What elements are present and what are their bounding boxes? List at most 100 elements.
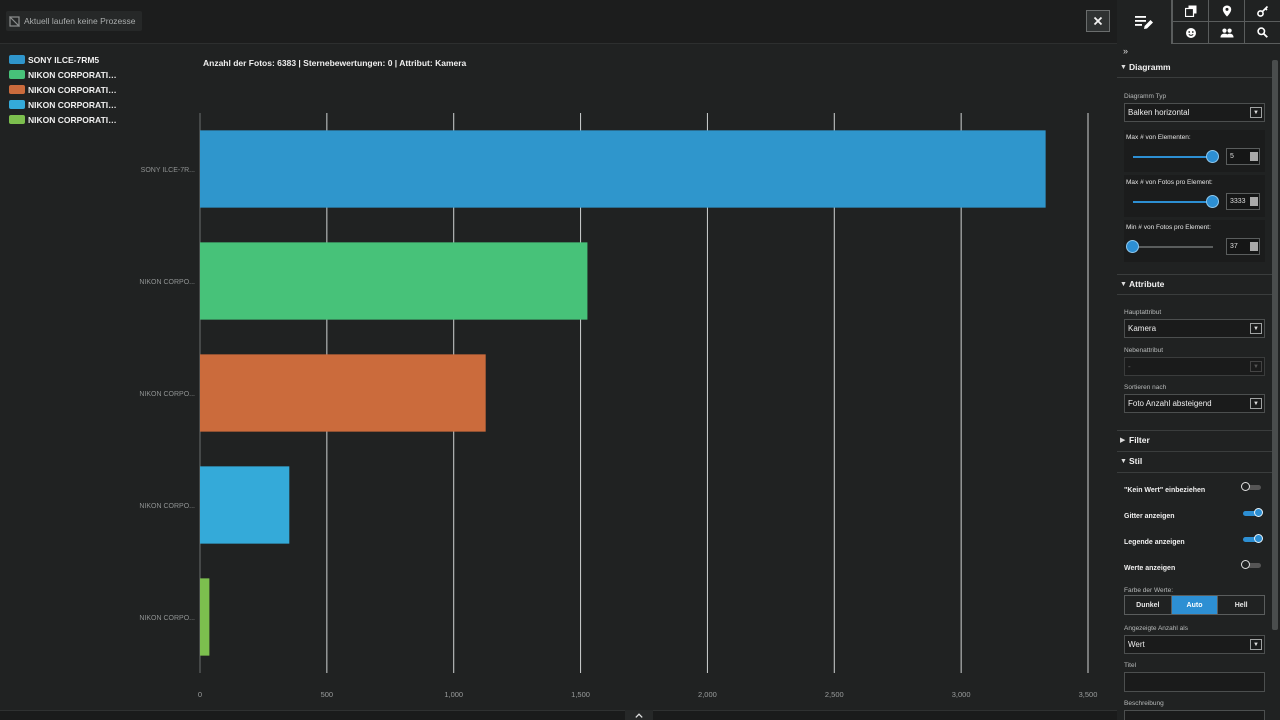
max-elements-slider-track[interactable] xyxy=(1133,150,1219,163)
section-title: Filter xyxy=(1129,435,1150,445)
section-attribute[interactable]: ▼ Attribute xyxy=(1117,274,1272,294)
secondary-attribute-select[interactable]: - ▼ xyxy=(1124,357,1265,376)
legend-item[interactable]: SONY ILCE-7RM5 xyxy=(9,52,139,67)
show-legend-toggle[interactable] xyxy=(1243,534,1263,543)
slider-fill xyxy=(1133,201,1213,203)
section-title: Stil xyxy=(1129,456,1143,466)
close-button[interactable] xyxy=(1086,10,1110,32)
title-input[interactable] xyxy=(1124,672,1265,692)
y-category-label: NIKON CORPO... xyxy=(139,279,195,286)
key-icon xyxy=(1256,5,1268,17)
sort-select[interactable]: Foto Anzahl absteigend ▼ xyxy=(1124,394,1265,413)
slider-fill xyxy=(1133,156,1213,158)
toolbar-button-search[interactable] xyxy=(1244,22,1280,44)
main-attribute-select[interactable]: Kamera ▼ xyxy=(1124,319,1265,338)
bar[interactable] xyxy=(200,354,486,432)
sort-value: Foto Anzahl absteigend xyxy=(1128,399,1212,408)
include-no-value-toggle[interactable] xyxy=(1241,482,1261,491)
max-elements-label: Max # von Elementen: xyxy=(1126,134,1191,141)
toolbar-button-people[interactable] xyxy=(1208,22,1244,44)
chart-type-value: Balken horizontal xyxy=(1128,108,1190,117)
spinner-icon[interactable] xyxy=(1250,242,1258,251)
max-elements-input[interactable]: 5 xyxy=(1226,148,1260,165)
toggle-knob xyxy=(1241,482,1250,491)
chevron-up-icon xyxy=(635,712,643,718)
main-attribute-label: Hauptattribut xyxy=(1124,309,1162,316)
search-icon xyxy=(1257,27,1268,38)
divider xyxy=(1117,274,1272,275)
x-tick-label: 0 xyxy=(198,690,202,699)
max-photos-slider-track[interactable] xyxy=(1133,195,1219,208)
max-photos-input[interactable]: 3333 xyxy=(1226,193,1260,210)
chart-type-select[interactable]: Balken horizontal ▼ xyxy=(1124,103,1265,122)
toggle-knob xyxy=(1241,560,1250,569)
x-tick-label: 3,000 xyxy=(952,690,971,699)
divider xyxy=(1117,430,1272,431)
count-as-label: Angezeigte Anzahl als xyxy=(1124,625,1188,632)
double-chevron-right-icon[interactable]: » xyxy=(1123,46,1129,56)
count-as-select[interactable]: Wert ▼ xyxy=(1124,635,1265,654)
panel-scrollbar[interactable] xyxy=(1272,60,1278,630)
dropdown-arrow-icon: ▼ xyxy=(1250,398,1262,409)
divider xyxy=(1117,294,1272,295)
min-photos-slider-track[interactable] xyxy=(1126,240,1213,253)
value-color-option[interactable]: Dunkel xyxy=(1125,596,1172,614)
close-icon xyxy=(1093,16,1103,26)
slider-knob[interactable] xyxy=(1206,150,1219,163)
spinner-icon[interactable] xyxy=(1250,152,1258,161)
bar[interactable] xyxy=(200,130,1046,208)
toolbar-button-location[interactable] xyxy=(1208,0,1244,22)
toolbar-button-key[interactable] xyxy=(1244,0,1280,22)
y-category-label: NIKON CORPO... xyxy=(139,391,195,398)
count-as-value: Wert xyxy=(1128,640,1145,649)
show-values-toggle[interactable] xyxy=(1241,560,1261,569)
y-category-label: NIKON CORPO... xyxy=(139,615,195,622)
bar-chart: 0 500 1,000 1,500 2,000 2,500 3,000 3,500 SONY I… xyxy=(139,113,1098,699)
edit-panel-button[interactable] xyxy=(1117,0,1172,44)
slider-knob[interactable] xyxy=(1126,240,1139,253)
divider xyxy=(1117,451,1272,452)
y-category-label: SONY ILCE-7R... xyxy=(141,167,195,174)
input-value: 3333 xyxy=(1230,198,1246,205)
legend-item[interactable]: NIKON CORPORATION... xyxy=(9,97,139,112)
max-elements-control: Max # von Elementen: 5 xyxy=(1124,130,1265,172)
y-category-label: NIKON CORPO... xyxy=(139,503,195,510)
legend-item[interactable]: NIKON CORPORATION... xyxy=(9,82,139,97)
chart-type-label: Diagramm Typ xyxy=(1124,93,1167,100)
value-color-option[interactable]: Hell xyxy=(1234,601,1248,609)
process-status-text: Aktuell laufen keine Prozesse xyxy=(24,16,136,26)
min-photos-label: Min # von Fotos pro Element: xyxy=(1126,224,1211,231)
spinner-icon[interactable] xyxy=(1250,197,1258,206)
section-diagramm[interactable]: ▼ Diagramm xyxy=(1117,57,1272,77)
legend-swatch xyxy=(9,70,25,79)
process-status[interactable]: Aktuell laufen keine Prozesse xyxy=(6,11,142,31)
legend-item[interactable]: NIKON CORPORATION... xyxy=(9,112,139,127)
dropdown-arrow-icon: ▼ xyxy=(1250,361,1262,372)
x-tick-label: 1,000 xyxy=(444,690,463,699)
location-pin-icon xyxy=(1222,5,1231,16)
legend-swatch xyxy=(9,115,25,124)
toolbar-button-copy[interactable] xyxy=(1172,0,1208,22)
main-attribute-value: Kamera xyxy=(1128,324,1157,333)
expand-bottom-button[interactable] xyxy=(625,710,653,720)
bottom-bar xyxy=(0,710,1117,720)
min-photos-input[interactable]: 37 xyxy=(1226,238,1260,255)
bar[interactable] xyxy=(200,578,210,656)
bar[interactable] xyxy=(200,242,588,320)
description-input[interactable] xyxy=(1124,710,1265,720)
x-tick-label: 500 xyxy=(321,690,334,699)
chart-area: SONY ILCE-7RM5 NIKON CORPORATION... NIKO… xyxy=(0,45,1117,710)
x-tick-label: 2,000 xyxy=(698,690,717,699)
section-filter[interactable]: ▶ Filter xyxy=(1117,430,1272,450)
bar[interactable] xyxy=(200,466,290,544)
show-grid-toggle[interactable] xyxy=(1243,508,1263,517)
value-color-option[interactable]: Auto xyxy=(1171,596,1219,614)
slider-knob[interactable] xyxy=(1206,195,1219,208)
toggle-knob xyxy=(1254,508,1263,517)
section-stil[interactable]: ▼ Stil xyxy=(1117,451,1272,471)
x-tick-label: 3,500 xyxy=(1079,690,1098,699)
toolbar-button-face[interactable] xyxy=(1172,22,1208,44)
toggle-label: Gitter anzeigen xyxy=(1124,512,1175,520)
legend-item[interactable]: NIKON CORPORATION... xyxy=(9,67,139,82)
section-title: Attribute xyxy=(1129,279,1165,289)
